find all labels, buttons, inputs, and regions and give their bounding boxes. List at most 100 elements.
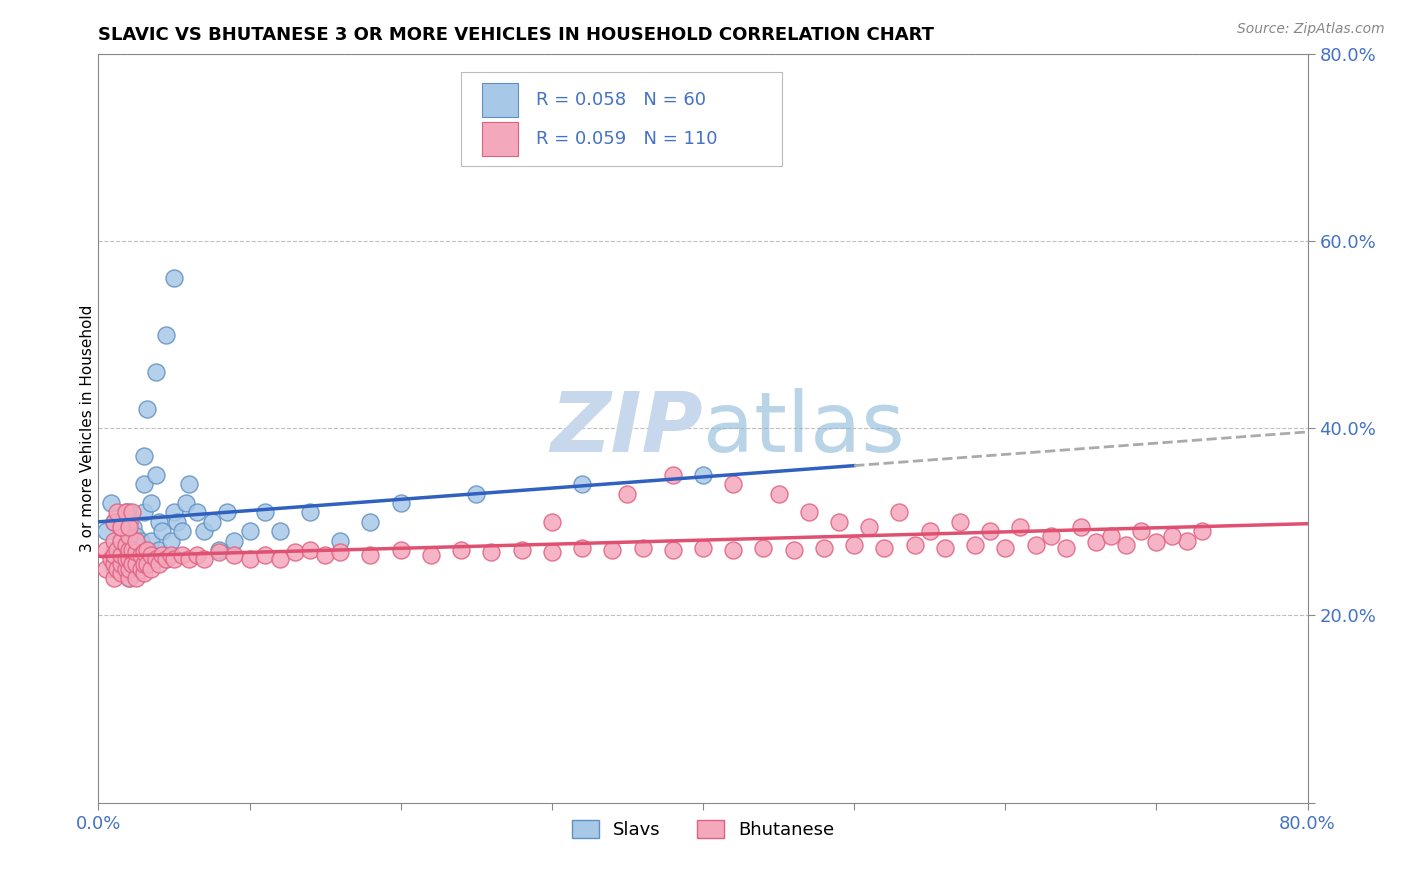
Point <box>160 533 183 548</box>
Point <box>148 542 170 557</box>
Point <box>224 533 246 548</box>
Point <box>752 541 775 555</box>
Point <box>918 524 941 539</box>
Point <box>129 552 152 566</box>
Point <box>239 524 262 539</box>
Point <box>114 505 136 519</box>
Point <box>118 542 141 557</box>
Point <box>118 571 141 585</box>
Point <box>481 545 503 559</box>
Point <box>661 468 683 483</box>
Point <box>103 571 125 585</box>
Text: ZIP: ZIP <box>550 388 703 468</box>
Point <box>118 519 141 533</box>
Point <box>135 402 157 417</box>
Point <box>783 542 806 557</box>
Point <box>813 541 835 555</box>
Point <box>174 496 197 510</box>
Point <box>118 557 141 571</box>
Point <box>979 524 1001 539</box>
Point <box>129 548 152 562</box>
Point <box>129 562 152 576</box>
Point <box>132 450 155 464</box>
Point <box>121 542 143 557</box>
Point <box>105 562 128 576</box>
Point <box>141 562 163 576</box>
Point <box>125 545 148 559</box>
Point <box>949 515 972 529</box>
Point <box>768 487 790 501</box>
Point <box>150 524 173 539</box>
Point <box>110 548 132 562</box>
Point <box>389 542 412 557</box>
Point <box>103 515 125 529</box>
Point <box>179 552 201 566</box>
Point <box>193 524 215 539</box>
Point <box>163 552 186 566</box>
Point <box>132 566 155 581</box>
Point <box>132 557 155 571</box>
Point <box>118 515 141 529</box>
Point <box>723 477 745 491</box>
Point <box>510 542 533 557</box>
Point <box>329 533 352 548</box>
Point <box>100 552 122 566</box>
Point <box>858 519 880 533</box>
Point <box>118 529 141 543</box>
Point <box>797 505 820 519</box>
Text: Source: ZipAtlas.com: Source: ZipAtlas.com <box>1237 22 1385 37</box>
Point <box>314 548 336 562</box>
Point <box>1085 535 1108 549</box>
Point <box>125 548 148 562</box>
Point <box>135 542 157 557</box>
Point <box>103 562 125 576</box>
Point <box>129 533 152 548</box>
Point <box>179 477 201 491</box>
Point <box>186 505 208 519</box>
Point <box>602 542 624 557</box>
Point <box>132 545 155 559</box>
Point <box>215 505 238 519</box>
Point <box>1099 529 1122 543</box>
Point <box>103 548 125 562</box>
Point <box>994 541 1017 555</box>
Point <box>571 477 593 491</box>
Point <box>170 548 193 562</box>
Point <box>114 538 136 552</box>
Point <box>111 552 134 566</box>
Point <box>132 477 155 491</box>
Legend: Slavs, Bhutanese: Slavs, Bhutanese <box>564 813 842 847</box>
Point <box>110 519 132 533</box>
Point <box>132 505 155 519</box>
Point <box>844 538 866 552</box>
Point <box>723 542 745 557</box>
Point <box>1070 519 1092 533</box>
Point <box>201 515 224 529</box>
FancyBboxPatch shape <box>461 72 782 166</box>
Point <box>1191 524 1213 539</box>
Point <box>103 557 125 571</box>
Point <box>540 545 562 559</box>
Point <box>155 552 177 566</box>
Point <box>186 548 208 562</box>
Point <box>121 505 143 519</box>
Point <box>141 548 163 562</box>
Point <box>360 515 382 529</box>
Point <box>828 515 851 529</box>
Point <box>1010 519 1032 533</box>
Point <box>110 533 132 548</box>
Point <box>540 515 562 529</box>
Point <box>934 541 956 555</box>
Point <box>145 365 167 379</box>
Point <box>571 541 593 555</box>
Point <box>118 562 141 576</box>
Y-axis label: 3 or more Vehicles in Household: 3 or more Vehicles in Household <box>80 304 94 552</box>
Point <box>692 541 714 555</box>
Point <box>125 529 148 543</box>
Point <box>965 538 987 552</box>
Point <box>121 542 143 557</box>
Point <box>163 271 186 285</box>
Point <box>121 562 143 576</box>
Point <box>1175 533 1198 548</box>
Point <box>145 552 167 566</box>
